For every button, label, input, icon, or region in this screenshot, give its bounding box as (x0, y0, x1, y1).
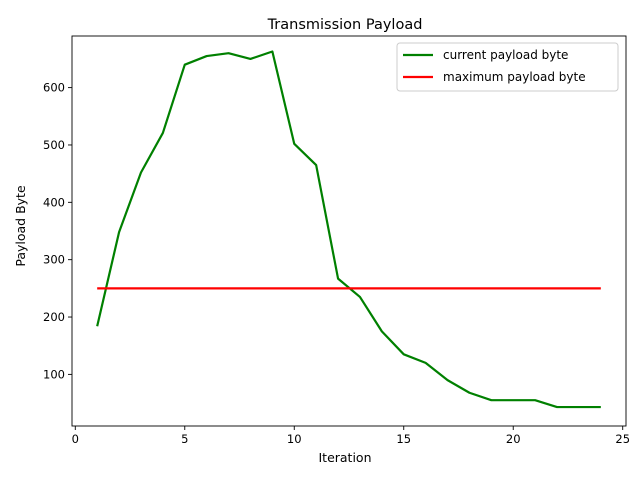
y-tick-label: 300 (43, 253, 65, 267)
chart-title: Transmission Payload (267, 17, 423, 33)
legend-box (396, 42, 619, 92)
plot-frame (71, 35, 627, 427)
x-tick-label: 15 (396, 432, 411, 446)
x-axis: 0 5 10 15 20 25 (72, 426, 630, 446)
x-tick-label: 20 (506, 432, 521, 446)
x-tick-label: 10 (287, 432, 302, 446)
legend-label: maximum payload byte (443, 70, 586, 84)
x-tick-label: 5 (181, 432, 188, 446)
y-axis: 100 200 300 400 500 600 (43, 81, 72, 381)
y-tick-label: 200 (43, 310, 65, 324)
plot-area (71, 35, 627, 427)
y-axis-label: Payload Byte (13, 185, 28, 267)
y-tick-label: 400 (43, 195, 65, 209)
y-tick-label: 600 (43, 81, 65, 95)
x-tick-label: 25 (615, 432, 630, 446)
legend: current payload byte maximum payload byte (396, 42, 619, 92)
y-tick-label: 500 (43, 138, 65, 152)
legend-label: current payload byte (443, 48, 568, 62)
y-tick-label: 100 (43, 367, 65, 381)
x-axis-label: Iteration (318, 450, 371, 465)
x-tick-label: 0 (72, 432, 79, 446)
